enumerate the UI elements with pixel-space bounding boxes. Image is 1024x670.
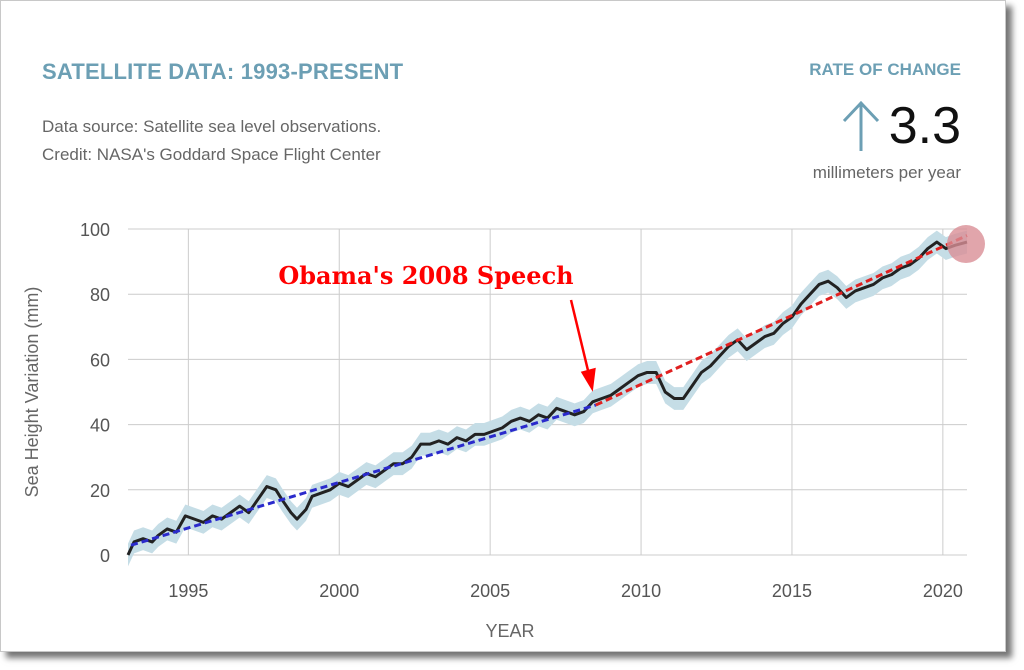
axis-labels: Sea Height Variation (mm) YEAR: [22, 287, 535, 641]
chart-panel: SATELLITE DATA: 1993-PRESENT Data source…: [0, 0, 1006, 652]
rate-unit: millimeters per year: [812, 163, 961, 182]
x-tick-label: 2005: [470, 581, 510, 601]
y-tick-label: 100: [80, 220, 110, 240]
uncertainty-band-area: [128, 230, 967, 567]
x-tick-label: 2000: [319, 581, 359, 601]
sea-level-chart: 0 20 40 60 80 100 1995 2000 2005 2010 2015 2020 Sea…: [22, 220, 985, 641]
trend-line: [130, 403, 597, 547]
trend-lines: [130, 225, 985, 547]
annotation-arrow-line: [569, 299, 591, 379]
trend-line: [595, 234, 968, 407]
y-tick-label: 0: [100, 546, 110, 566]
annotation-arrow-head: [580, 367, 596, 392]
x-tick-label: 2010: [621, 581, 661, 601]
x-tick-label: 2020: [923, 581, 963, 601]
rate-display: 3.3: [841, 93, 961, 159]
rate-label: RATE OF CHANGE: [809, 60, 961, 79]
y-tick-label: 60: [90, 350, 110, 370]
series-layer: [126, 240, 968, 556]
source-line: Data source: Satellite sea level observa…: [42, 117, 382, 136]
annotation-layer: Obama's 2008 Speech: [278, 261, 596, 392]
y-axis-label: Sea Height Variation (mm): [22, 287, 42, 498]
up-arrow-icon: [842, 100, 879, 151]
x-axis-label: YEAR: [485, 621, 534, 641]
y-tick-label: 40: [90, 416, 110, 436]
rate-value: 3.3: [888, 97, 961, 155]
grid: 0 20 40 60 80 100 1995 2000 2005 2010 2015 2020: [80, 220, 967, 601]
sea-level-line: [126, 240, 968, 556]
uncertainty-band: [128, 230, 967, 567]
credit-line: Credit: NASA's Goddard Space Flight Cent…: [42, 145, 381, 164]
x-tick-label: 2015: [772, 581, 812, 601]
end-point-marker: [947, 225, 985, 264]
annotation-text: Obama's 2008 Speech: [278, 261, 573, 290]
x-tick-label: 1995: [168, 581, 208, 601]
page-title: SATELLITE DATA: 1993-PRESENT: [42, 59, 404, 84]
y-tick-label: 20: [90, 481, 110, 501]
data-source: Data source: Satellite sea level observa…: [42, 113, 381, 169]
y-tick-label: 80: [90, 285, 110, 305]
